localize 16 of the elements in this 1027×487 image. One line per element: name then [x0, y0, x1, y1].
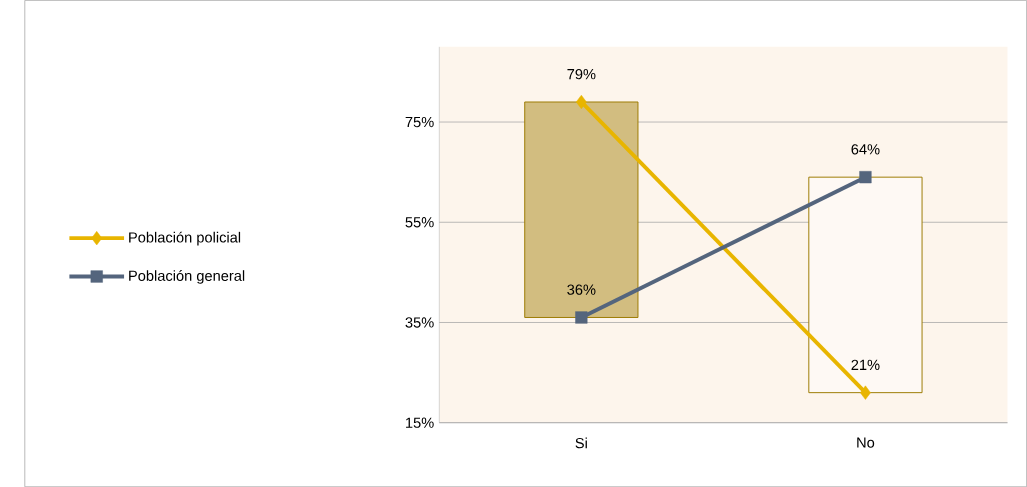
legend-label: Población general — [129, 269, 245, 284]
data-label: 36% — [567, 284, 596, 295]
data-label: 79% — [567, 68, 596, 80]
y-tick-label: 55% — [405, 217, 434, 228]
data-label: 64% — [851, 144, 880, 155]
y-tick-label: 15% — [406, 417, 434, 428]
point — [860, 385, 871, 400]
data-label: 21% — [851, 359, 880, 370]
legend-label: Población policial — [129, 231, 241, 246]
y-tick-label: 75% — [405, 116, 434, 128]
point — [859, 170, 872, 184]
point — [575, 94, 587, 110]
x-tick-label: Si — [575, 437, 587, 449]
x-tick-label: No — [857, 437, 875, 448]
point — [575, 311, 588, 324]
y-tick-label: 35% — [405, 317, 434, 328]
